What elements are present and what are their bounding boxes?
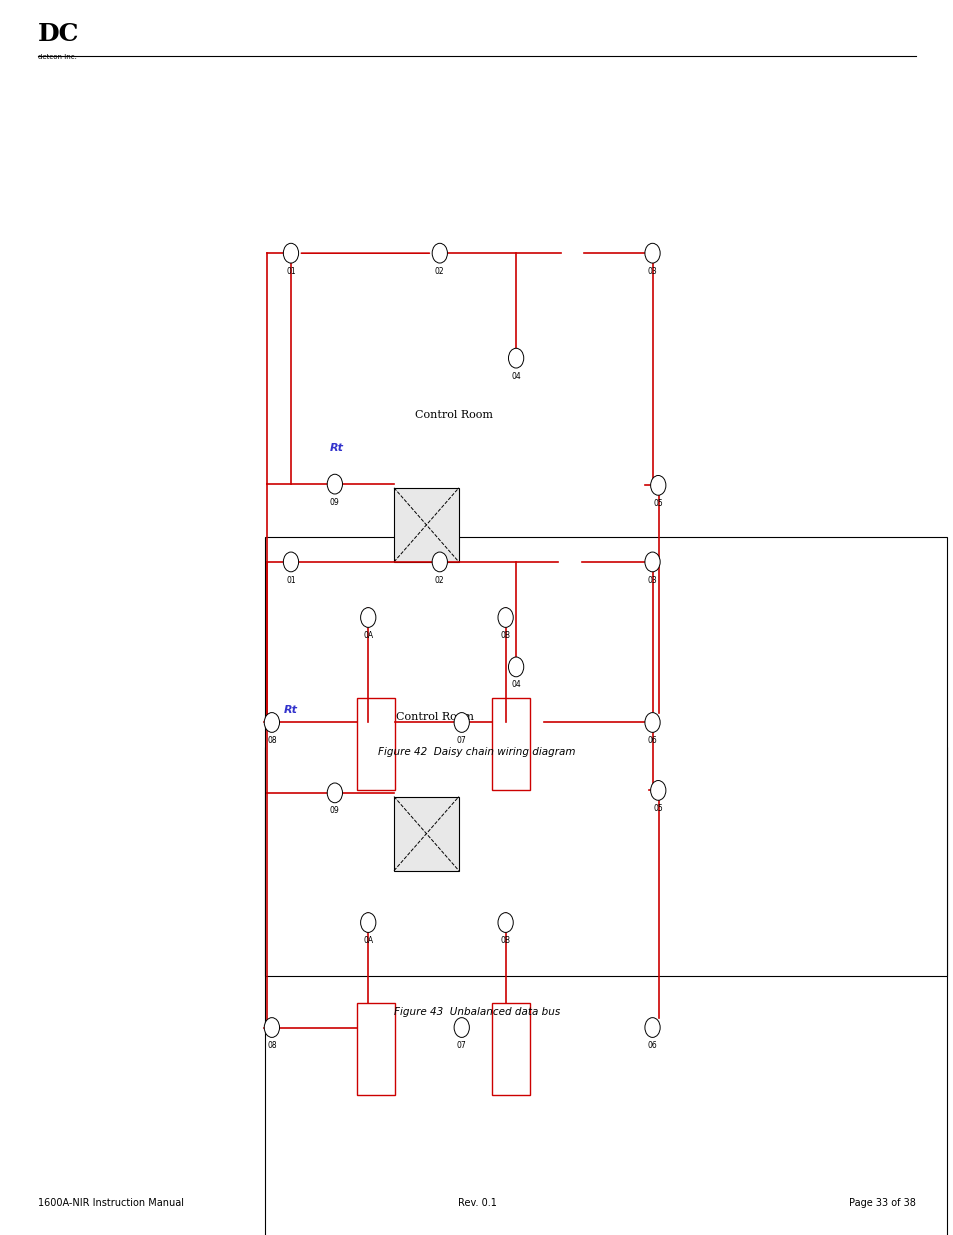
Circle shape xyxy=(360,608,375,627)
Circle shape xyxy=(432,243,447,263)
Circle shape xyxy=(454,713,469,732)
Text: 09: 09 xyxy=(330,498,339,506)
Circle shape xyxy=(644,243,659,263)
Text: 0B: 0B xyxy=(500,936,510,945)
Circle shape xyxy=(644,713,659,732)
Circle shape xyxy=(508,348,523,368)
Text: 06: 06 xyxy=(647,1041,657,1050)
Text: Rt: Rt xyxy=(283,705,297,715)
Text: 03: 03 xyxy=(647,576,657,584)
Text: 04: 04 xyxy=(511,372,520,380)
Text: 0A: 0A xyxy=(363,631,373,640)
Circle shape xyxy=(283,552,298,572)
Text: Rev. 0.1: Rev. 0.1 xyxy=(457,1198,496,1208)
Circle shape xyxy=(264,1018,279,1037)
Text: 0A: 0A xyxy=(363,936,373,945)
Circle shape xyxy=(432,552,447,572)
Bar xyxy=(356,1003,395,1095)
Circle shape xyxy=(497,608,513,627)
Bar xyxy=(492,698,530,790)
Text: 08: 08 xyxy=(267,736,276,745)
Text: 05: 05 xyxy=(653,499,662,508)
Text: Control Room: Control Room xyxy=(395,713,474,722)
Text: 0B: 0B xyxy=(500,631,510,640)
Text: 04: 04 xyxy=(511,680,520,689)
Circle shape xyxy=(644,552,659,572)
Text: detcon Inc.: detcon Inc. xyxy=(38,54,77,61)
Text: 07: 07 xyxy=(456,736,466,745)
Text: Figure 42  Daisy chain wiring diagram: Figure 42 Daisy chain wiring diagram xyxy=(377,747,576,757)
Text: Page 33 of 38: Page 33 of 38 xyxy=(848,1198,915,1208)
Text: Figure 43  Unbalanced data bus: Figure 43 Unbalanced data bus xyxy=(394,1007,559,1016)
Text: DC: DC xyxy=(38,22,80,46)
Circle shape xyxy=(497,913,513,932)
Circle shape xyxy=(327,474,342,494)
Text: 01: 01 xyxy=(286,576,295,584)
Circle shape xyxy=(360,913,375,932)
Text: Control Room: Control Room xyxy=(415,410,493,420)
Circle shape xyxy=(508,657,523,677)
Text: 09: 09 xyxy=(330,806,339,815)
Text: 03: 03 xyxy=(647,267,657,275)
Bar xyxy=(265,537,946,976)
Text: Rt: Rt xyxy=(329,443,343,453)
Text: 02: 02 xyxy=(435,576,444,584)
Text: 01: 01 xyxy=(286,267,295,275)
Text: 05: 05 xyxy=(653,804,662,813)
Circle shape xyxy=(650,475,665,495)
Circle shape xyxy=(264,713,279,732)
Circle shape xyxy=(644,1018,659,1037)
Bar xyxy=(265,747,946,1235)
Bar xyxy=(394,797,458,871)
Text: 02: 02 xyxy=(435,267,444,275)
Circle shape xyxy=(650,781,665,800)
Circle shape xyxy=(283,243,298,263)
Text: 06: 06 xyxy=(647,736,657,745)
Circle shape xyxy=(454,1018,469,1037)
Text: 08: 08 xyxy=(267,1041,276,1050)
Text: 07: 07 xyxy=(456,1041,466,1050)
Text: 1600A-NIR Instruction Manual: 1600A-NIR Instruction Manual xyxy=(38,1198,184,1208)
Bar xyxy=(394,488,458,562)
Circle shape xyxy=(327,783,342,803)
Bar xyxy=(492,1003,530,1095)
Bar xyxy=(356,698,395,790)
